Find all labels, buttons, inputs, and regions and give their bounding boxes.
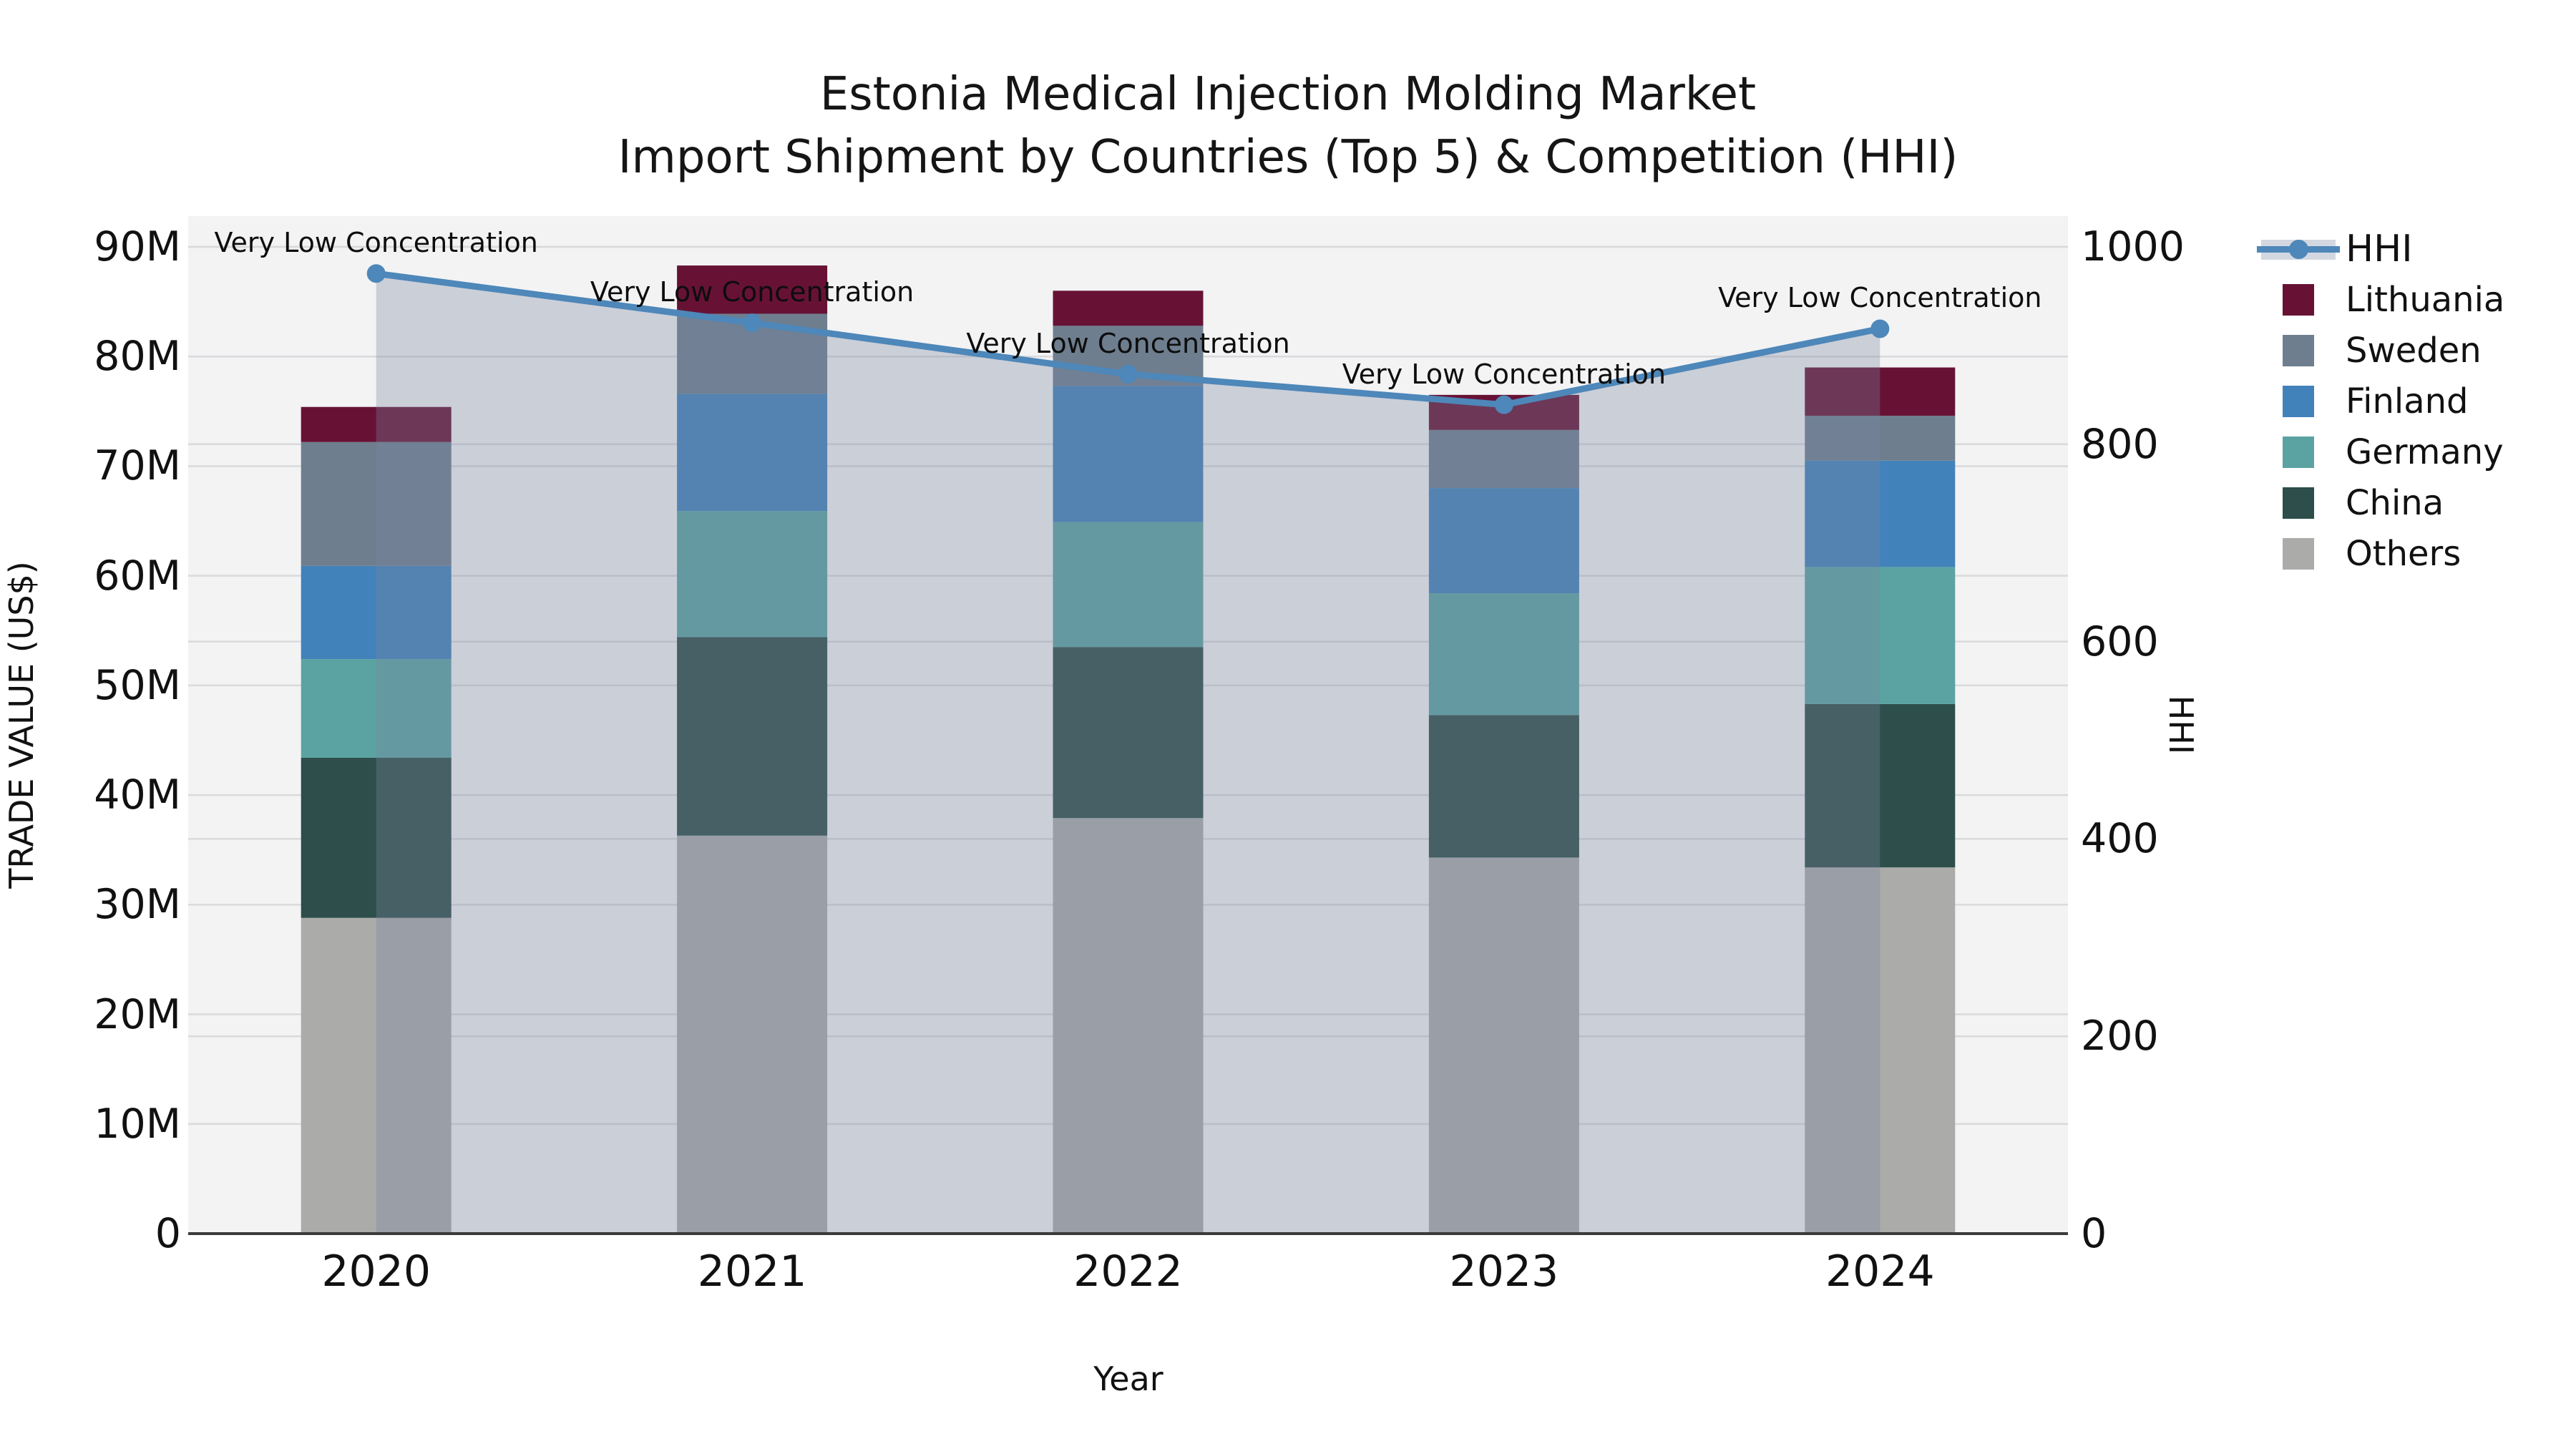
bar-segment-finland-2020: [301, 565, 452, 660]
bar-segment-china-2020: [301, 758, 452, 918]
legend-label-china: China: [2346, 483, 2444, 523]
y-left-tick-10M: 10M: [94, 1100, 181, 1148]
legend-label-germany: Germany: [2346, 432, 2504, 472]
legend-item-sweden: Sweden: [2261, 325, 2482, 376]
bar-segment-others-2023: [1428, 857, 1579, 1234]
y-right-tick-400: 400: [2081, 815, 2159, 863]
legend-item-hhi: HHI: [2257, 223, 2413, 275]
bar-segment-lithuania-2024: [1805, 367, 1956, 416]
x-tick-2021: 2021: [697, 1246, 807, 1297]
y-left-tick-40M: 40M: [94, 771, 181, 819]
y-left-tick-50M: 50M: [94, 661, 181, 709]
y-left-tick-20M: 20M: [94, 990, 181, 1038]
hhi-marker-2021: [743, 313, 762, 333]
annotation-2021: Very Low Concentration: [590, 276, 914, 308]
y-right-tick-1000: 1000: [2081, 223, 2185, 270]
x-tick-2024: 2024: [1825, 1246, 1935, 1297]
x-tick-2023: 2023: [1449, 1246, 1559, 1297]
finland-swatch-icon: [2283, 386, 2314, 417]
annotation-2022: Very Low Concentration: [966, 327, 1290, 359]
y-left-tick-90M: 90M: [94, 223, 181, 270]
bar-segment-lithuania-2022: [1053, 291, 1204, 326]
legend-item-lithuania: Lithuania: [2261, 274, 2504, 326]
legend-label-hhi: HHI: [2346, 228, 2413, 270]
x-tick-2020: 2020: [321, 1246, 431, 1297]
annotation-2024: Very Low Concentration: [1718, 282, 2042, 314]
legend-label-lithuania: Lithuania: [2346, 280, 2505, 320]
annotation-2023: Very Low Concentration: [1342, 358, 1667, 390]
bar-segment-finland-2023: [1428, 488, 1579, 594]
legend-item-china: China: [2261, 477, 2444, 529]
chart-title-line1: Estonia Medical Injection Molding Market: [819, 68, 1757, 121]
bar-segment-germany-2024: [1805, 567, 1956, 704]
chart-title-line2: Import Shipment by Countries (Top 5) & C…: [618, 131, 1958, 185]
bar-segment-sweden-2020: [301, 441, 452, 566]
others-swatch-icon: [2283, 538, 2314, 570]
y-axis-right-label: HHI: [2162, 695, 2200, 755]
y-right-tick-0: 0: [2081, 1210, 2107, 1257]
bar-segment-germany-2023: [1428, 593, 1579, 716]
bar-segment-lithuania-2020: [301, 406, 452, 442]
hhi-marker-2023: [1494, 395, 1513, 414]
bar-segment-others-2021: [677, 835, 828, 1234]
legend-item-finland: Finland: [2261, 376, 2469, 427]
y-left-tick-70M: 70M: [94, 442, 181, 490]
germany-swatch-icon: [2283, 436, 2314, 468]
bar-segment-sweden-2023: [1428, 429, 1579, 489]
annotation-2020: Very Low Concentration: [214, 227, 538, 259]
hhi-legend-sample-icon: [2257, 233, 2340, 265]
y-left-tick-80M: 80M: [94, 333, 181, 381]
legend-item-germany: Germany: [2261, 426, 2504, 478]
bar-segment-china-2024: [1805, 703, 1956, 868]
y-right-tick-600: 600: [2081, 618, 2159, 665]
hhi-area-fill: [376, 273, 1880, 1234]
y-left-tick-30M: 30M: [94, 881, 181, 929]
bar-segment-germany-2021: [677, 511, 828, 638]
x-axis-label: Year: [1093, 1360, 1163, 1398]
bar-segment-others-2020: [301, 917, 452, 1234]
y-axis-left-label: TRADE VALUE (US$): [2, 561, 41, 889]
bar-segment-lithuania-2021: [677, 265, 828, 314]
bar-segment-germany-2020: [301, 659, 452, 758]
bar-segment-germany-2022: [1053, 522, 1204, 648]
bar-segment-finland-2021: [677, 394, 828, 512]
hhi-marker-2022: [1118, 364, 1138, 384]
china-swatch-icon: [2283, 487, 2314, 519]
y-left-tick-0: 0: [155, 1210, 181, 1257]
bar-segment-sweden-2024: [1805, 415, 1956, 461]
x-tick-2022: 2022: [1073, 1246, 1183, 1297]
bar-segment-china-2023: [1428, 715, 1579, 858]
hhi-marker-2020: [366, 264, 386, 283]
bar-segment-finland-2024: [1805, 460, 1956, 567]
y-right-tick-800: 800: [2081, 420, 2159, 468]
bar-segment-others-2024: [1805, 867, 1956, 1234]
bar-segment-finland-2022: [1053, 386, 1204, 522]
chart-title: Estonia Medical Injection Molding Market…: [0, 63, 2576, 190]
bar-segment-china-2021: [677, 637, 828, 836]
y-left-tick-60M: 60M: [94, 552, 181, 600]
legend-label-others: Others: [2346, 534, 2462, 574]
legend-label-sweden: Sweden: [2346, 331, 2482, 371]
y-right-tick-200: 200: [2081, 1013, 2159, 1060]
hhi-marker-2024: [1870, 319, 1890, 338]
bar-segment-china-2022: [1053, 647, 1204, 819]
hhi-legend-dot: [2289, 240, 2308, 259]
sweden-swatch-icon: [2283, 335, 2314, 366]
legend-label-finland: Finland: [2346, 381, 2469, 421]
legend-item-others: Others: [2261, 528, 2461, 580]
bar-segment-others-2022: [1053, 818, 1204, 1234]
lithuania-swatch-icon: [2283, 284, 2314, 316]
